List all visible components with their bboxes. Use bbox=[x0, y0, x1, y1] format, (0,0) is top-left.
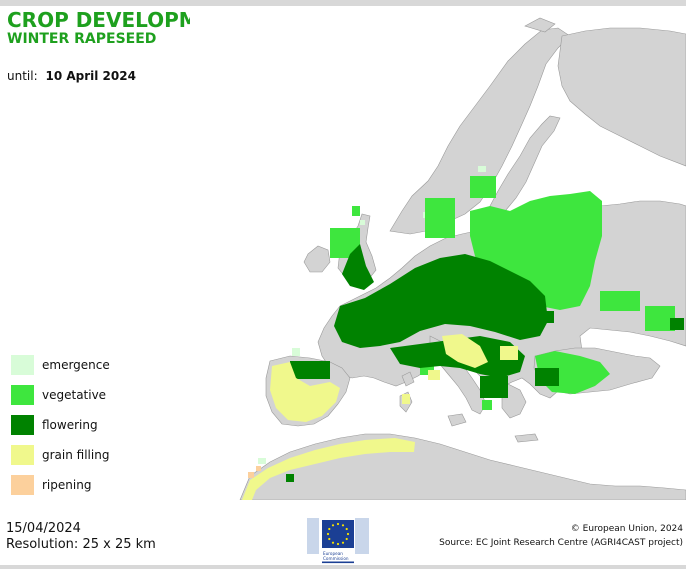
european-commission-logo: European Commission bbox=[307, 518, 369, 564]
legend-swatch-vegetative bbox=[11, 385, 34, 405]
legend-label-vegetative: vegetative bbox=[42, 388, 107, 402]
source-text: Source: EC Joint Research Centre (AGRI4C… bbox=[439, 538, 683, 548]
logo-underline bbox=[322, 561, 354, 564]
europe-map bbox=[190, 6, 686, 500]
issue-date: 15/04/2024 bbox=[6, 521, 81, 536]
eu-stars-icon bbox=[326, 522, 350, 546]
legend-swatch-emergence bbox=[11, 355, 34, 375]
legend-item-grain-filling: grain filling bbox=[11, 445, 131, 467]
legend-item-vegetative: vegetative bbox=[11, 385, 131, 407]
legend-label-flowering: flowering bbox=[42, 418, 98, 432]
top-border bbox=[0, 0, 686, 6]
bottom-border bbox=[0, 565, 686, 569]
legend-label-ripening: ripening bbox=[42, 478, 92, 492]
stage-flowering bbox=[286, 244, 684, 482]
until-line: until: 10 April 2024 bbox=[7, 69, 136, 83]
ec-building-icon bbox=[307, 518, 369, 554]
legend-label-emergence: emergence bbox=[42, 358, 110, 372]
stage-ripening bbox=[248, 466, 261, 478]
copyright-text: © European Union, 2024 bbox=[570, 524, 683, 534]
legend-swatch-ripening bbox=[11, 475, 34, 495]
logo-line2: Commission bbox=[323, 556, 349, 561]
legend-item-emergence: emergence bbox=[11, 355, 131, 377]
legend-label-grain-filling: grain filling bbox=[42, 448, 110, 462]
resolution-text: Resolution: 25 x 25 km bbox=[6, 537, 156, 552]
logo-line1: European bbox=[323, 551, 343, 556]
until-date: 10 April 2024 bbox=[45, 69, 136, 83]
legend-item-flowering: flowering bbox=[11, 415, 131, 437]
legend-item-ripening: ripening bbox=[11, 475, 131, 497]
legend-swatch-flowering bbox=[11, 415, 34, 435]
until-label: until: bbox=[7, 69, 38, 83]
stage-grain-filling bbox=[242, 334, 518, 500]
legend-swatch-grain-filling bbox=[11, 445, 34, 465]
map-subtitle: WINTER RAPESEED bbox=[7, 31, 157, 47]
